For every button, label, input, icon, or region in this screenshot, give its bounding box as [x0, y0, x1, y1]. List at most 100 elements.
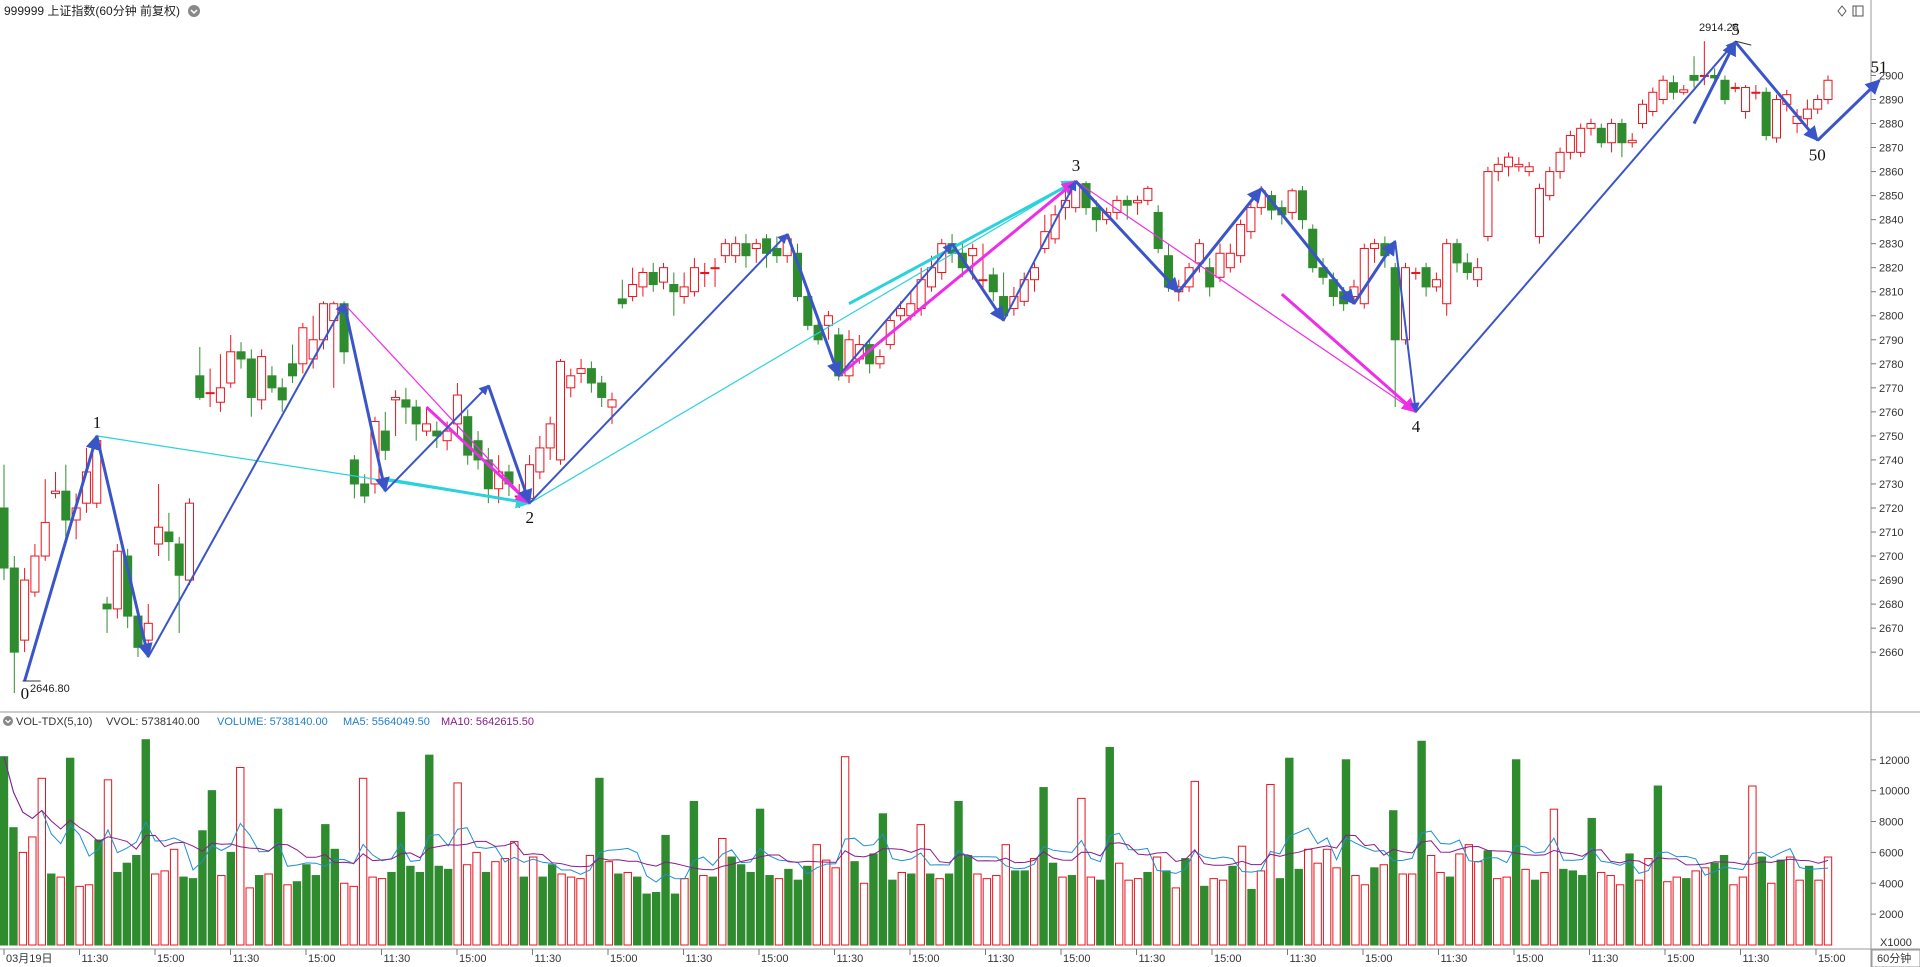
candle-up: [1349, 286, 1359, 298]
candle-up: [421, 423, 432, 432]
candle-up: [679, 286, 689, 298]
volume-bar-down: [1200, 885, 1209, 946]
candle-up: [215, 387, 225, 403]
price-tick-label: 2870: [1879, 143, 1903, 155]
time-tick-label: 11:30: [1139, 953, 1166, 965]
price-tick-label: 2730: [1879, 479, 1903, 491]
wave-label-50: 50: [1809, 145, 1826, 164]
volume-bar-up: [349, 885, 358, 946]
candle-down: [669, 284, 679, 293]
volume-bar-down: [1682, 878, 1691, 946]
price-tick-label: 2740: [1879, 455, 1903, 467]
candle-down: [1462, 262, 1472, 273]
volume-bar-down: [670, 893, 680, 946]
window-icon[interactable]: [1852, 5, 1864, 17]
candle-down: [236, 351, 246, 360]
volume-bar-down: [1275, 878, 1285, 946]
price-tick-label: 2690: [1879, 575, 1903, 587]
candle-up: [298, 327, 308, 365]
volume-bar-down: [1568, 870, 1578, 946]
volume-bar-up: [453, 782, 462, 946]
volume-bar-down: [1048, 862, 1058, 946]
price-tick-label: 2750: [1879, 431, 1903, 443]
candle-down: [772, 247, 782, 257]
volume-bar-down: [963, 854, 973, 946]
vvol-value: VVOL: 5738140.00: [106, 716, 200, 728]
candle-down: [1761, 91, 1771, 137]
volume-bar-up: [718, 838, 727, 946]
chevron-down-icon[interactable]: [188, 5, 200, 17]
wave-label-1: 1: [93, 413, 102, 432]
wave-line-blue: [950, 242, 1005, 322]
volume-bar-up: [1360, 884, 1370, 946]
candle-up: [1565, 135, 1575, 153]
candle-up: [1431, 279, 1441, 288]
candle-up: [896, 308, 906, 317]
candle-up: [1524, 166, 1534, 173]
ma10-value: MA10: 5642615.50: [441, 716, 534, 728]
wave-line-blue: [1260, 187, 1356, 305]
candle-down: [246, 358, 256, 398]
volume-bar-up: [1266, 783, 1275, 946]
volume-bar-up: [1351, 875, 1360, 946]
volume-bar-down: [1530, 879, 1540, 946]
volume-bar-up: [217, 875, 226, 946]
time-tick-label: 03月19日: [6, 953, 52, 965]
volume-bar-down: [633, 876, 642, 946]
volume-bar-down: [755, 808, 765, 946]
volume-bar-down: [273, 808, 283, 946]
candle-down: [1205, 267, 1215, 288]
volume-bar-down: [1285, 757, 1294, 946]
volume-bar-down: [434, 865, 443, 946]
volume-bar-down: [1445, 876, 1455, 946]
candle-up: [112, 550, 122, 610]
volume-bar-down: [869, 853, 878, 946]
candle-down: [411, 406, 421, 425]
candle-down: [9, 567, 19, 653]
wave-line-blue: [1177, 187, 1263, 293]
candle-up: [1771, 98, 1781, 139]
volume-bar-down: [9, 827, 18, 946]
volume-bar-up: [1209, 878, 1218, 946]
candle-down: [195, 375, 205, 398]
candle-down: [61, 490, 71, 521]
candle-up: [710, 267, 720, 270]
price-axis: 2660 2670 2680 2690 2700 2710 2720 2730 2740 2750…: [1871, 70, 1903, 659]
volume-bar-down: [387, 871, 396, 946]
candle-down: [174, 543, 184, 576]
candle-up: [566, 375, 576, 389]
candle-up: [555, 360, 565, 461]
chevron-down-icon[interactable]: [3, 716, 13, 726]
volume-bar-down: [1719, 854, 1729, 946]
period-label[interactable]: 60分钟: [1877, 951, 1911, 965]
candle-down: [1421, 267, 1431, 288]
diamond-icon[interactable]: [1837, 5, 1847, 17]
time-tick-label: 11:30: [837, 953, 864, 965]
candle-up: [1215, 252, 1225, 278]
candle-up: [1534, 187, 1544, 237]
candle-up: [875, 356, 885, 365]
candle-up: [720, 243, 730, 257]
price-tick-label: 2790: [1879, 335, 1903, 347]
candle-up: [659, 267, 669, 283]
candle-up: [1730, 86, 1740, 89]
volume-bar-up: [774, 878, 784, 946]
time-tick-label: 11:30: [233, 953, 260, 965]
period-box[interactable]: [1871, 949, 1920, 967]
price-tick-label: 2670: [1879, 623, 1903, 635]
volume-bar-up: [340, 882, 349, 946]
volume-bar-up: [1171, 887, 1181, 946]
volume-bar-up: [623, 871, 632, 946]
volume-bar-down: [888, 879, 897, 946]
time-tick-label: 15:00: [1516, 953, 1544, 965]
volume-bar-up: [935, 878, 944, 946]
volume-bar-down: [292, 881, 302, 946]
volume-bar-down: [736, 864, 746, 946]
candle-up: [1411, 271, 1421, 274]
volume-bar-up: [377, 878, 387, 946]
volume-bar-up: [472, 851, 481, 946]
wave-line-magenta: [1280, 292, 1417, 413]
candle-down: [1153, 211, 1163, 249]
volume-tick-label: 6000: [1879, 847, 1903, 859]
wave-line-cyan: [385, 477, 532, 509]
